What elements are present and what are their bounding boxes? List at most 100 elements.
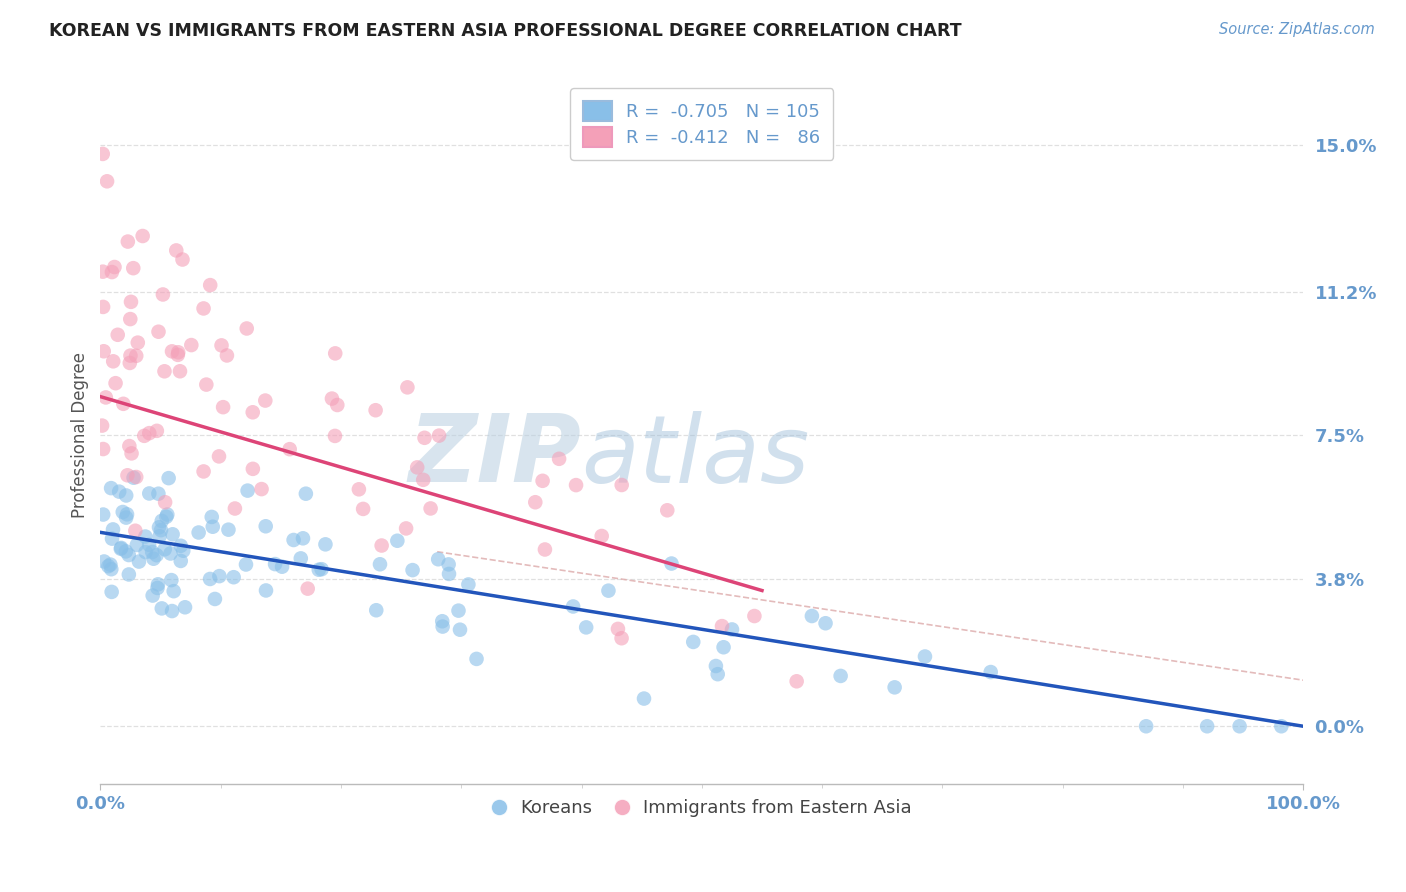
Point — [104, 376, 127, 391]
Point — [326, 398, 349, 412]
Point — [91, 265, 114, 279]
Point — [395, 521, 418, 535]
Point — [112, 397, 135, 411]
Point — [437, 566, 460, 581]
Point — [134, 429, 156, 443]
Point — [152, 287, 174, 301]
Point — [1135, 719, 1157, 733]
Point — [141, 545, 163, 559]
Point — [148, 520, 170, 534]
Point — [242, 405, 264, 419]
Point — [125, 470, 148, 484]
Point — [352, 502, 374, 516]
Point — [125, 538, 148, 552]
Point — [347, 483, 370, 497]
Point — [321, 392, 343, 406]
Point — [432, 614, 454, 628]
Point — [201, 520, 224, 534]
Point — [162, 527, 184, 541]
Point — [204, 591, 226, 606]
Point — [980, 665, 1002, 679]
Point — [91, 442, 114, 456]
Point — [149, 529, 172, 543]
Point — [167, 345, 190, 359]
Point — [661, 557, 683, 571]
Point — [174, 600, 197, 615]
Point — [127, 335, 149, 350]
Point — [172, 543, 194, 558]
Point — [187, 525, 209, 540]
Point — [427, 552, 450, 566]
Point — [100, 558, 122, 572]
Point — [610, 478, 633, 492]
Point — [153, 495, 176, 509]
Point — [148, 325, 170, 339]
Point — [124, 524, 146, 538]
Point — [100, 562, 122, 576]
Point — [254, 583, 277, 598]
Point — [534, 542, 557, 557]
Point — [150, 523, 173, 537]
Point — [103, 354, 125, 368]
Point — [427, 428, 450, 442]
Point — [531, 474, 554, 488]
Point — [235, 321, 257, 335]
Point — [830, 669, 852, 683]
Point — [135, 545, 157, 559]
Point — [125, 349, 148, 363]
Y-axis label: Professional Degree: Professional Degree — [72, 352, 89, 518]
Point — [118, 439, 141, 453]
Point — [1229, 719, 1251, 733]
Point — [323, 346, 346, 360]
Point — [163, 584, 186, 599]
Point — [366, 603, 388, 617]
Point — [170, 539, 193, 553]
Point — [883, 681, 905, 695]
Point — [657, 503, 679, 517]
Point — [94, 391, 117, 405]
Point — [264, 557, 287, 571]
Point — [115, 488, 138, 502]
Point — [155, 509, 177, 524]
Point — [93, 554, 115, 568]
Point — [364, 403, 387, 417]
Point — [121, 446, 143, 460]
Point — [744, 609, 766, 624]
Point — [212, 400, 235, 414]
Point — [91, 418, 114, 433]
Point — [91, 300, 114, 314]
Point — [311, 562, 333, 576]
Point — [291, 531, 314, 545]
Point — [146, 581, 169, 595]
Point — [128, 555, 150, 569]
Point — [465, 652, 488, 666]
Point — [146, 577, 169, 591]
Point — [607, 622, 630, 636]
Point — [193, 301, 215, 316]
Point — [297, 582, 319, 596]
Point — [283, 533, 305, 547]
Point — [295, 486, 318, 500]
Point — [706, 667, 728, 681]
Point — [387, 533, 409, 548]
Point — [419, 501, 441, 516]
Point — [610, 632, 633, 646]
Point — [138, 426, 160, 441]
Point — [138, 538, 160, 552]
Point — [271, 559, 294, 574]
Point — [800, 609, 823, 624]
Point — [814, 616, 837, 631]
Point — [150, 514, 173, 528]
Point — [195, 377, 218, 392]
Point — [97, 559, 120, 574]
Point — [100, 585, 122, 599]
Point — [711, 619, 734, 633]
Point — [115, 508, 138, 522]
Point — [704, 659, 727, 673]
Point — [110, 541, 132, 556]
Point — [100, 481, 122, 495]
Point — [118, 548, 141, 562]
Point — [1270, 719, 1292, 733]
Point — [786, 674, 808, 689]
Point — [153, 364, 176, 378]
